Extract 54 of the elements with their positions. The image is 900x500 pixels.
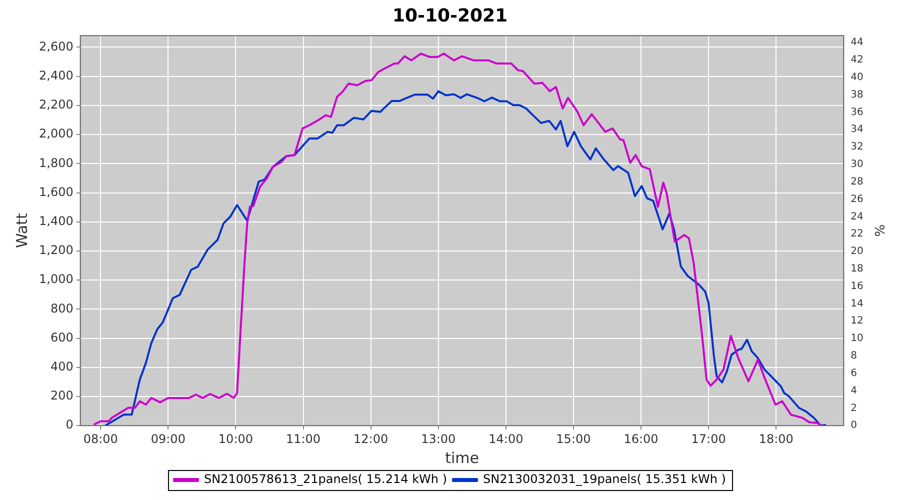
y-tick-label: 1,200 [38,243,74,258]
y2-tick-label: 14 [850,298,864,310]
y-tick-label: 1,000 [38,272,74,286]
y2-tick-label: 36 [850,106,864,118]
y-tick-label: 2,600 [38,39,74,54]
y-tick-label: 0 [66,418,74,432]
y2-tick-label: 0 [850,420,858,432]
y2-tick-label: 42 [850,54,864,66]
x-tick-label: 09:00 [150,432,186,446]
y2-tick-label: 20 [850,246,864,258]
y2-tick-label: 18 [850,263,864,274]
y2-tick-label: 32 [850,142,864,153]
y2-tick-label: 38 [850,89,864,100]
y2-tick-label: 12 [850,316,864,327]
x-tick-label: 18:00 [758,432,794,446]
x-tick-label: 08:00 [83,432,118,446]
y2-tick-label: 28 [850,176,864,188]
x-axis-title: time [445,448,479,467]
y2-tick-label: 22 [850,228,864,240]
x-tick-label: 10:00 [218,432,254,446]
y-tick-label: 1,600 [38,184,74,199]
y2-tick-label: 10 [850,333,864,344]
y-tick-label: 2,200 [38,98,74,112]
y2-tick-label: 24 [850,211,864,222]
chart-title: 10-10-2021 [392,5,508,26]
y-tick-label: 400 [50,360,74,374]
y2-tick-label: 34 [850,124,864,136]
legend-label: SN2100578613_21panels( 15.214 kWh ) [204,472,448,486]
y-tick-label: 1,400 [38,214,74,228]
y2-tick-label: 6 [850,368,858,379]
y-tick-label: 1,800 [38,156,74,170]
y-tick-label: 600 [50,330,74,344]
legend-label: SN2130032031_19panels( 15.351 kWh ) [483,472,726,486]
y2-tick-label: 2 [850,402,858,414]
y2-tick-label: 30 [850,159,864,170]
x-tick-label: 12:00 [354,432,388,446]
y-tick-label: 2,000 [38,126,74,141]
y2-tick-label: 8 [850,350,858,362]
y2-tick-label: 4 [850,385,858,396]
x-tick-label: 14:00 [488,432,524,446]
y2-tick-label: 44 [850,37,864,48]
x-tick-label: 13:00 [421,432,456,446]
x-tick-label: 15:00 [556,432,591,446]
x-tick-label: 16:00 [624,432,658,446]
x-tick-label: 17:00 [691,432,726,446]
y-tick-label: 200 [50,388,74,403]
y-tick-label: 2,400 [38,68,74,82]
y2-axis-title: % [870,224,886,237]
y2-tick-label: 26 [850,194,864,205]
y-tick-label: 800 [50,301,74,316]
y-axis-title: Watt [12,213,31,248]
y2-tick-label: 40 [850,72,864,83]
x-tick-label: 11:00 [286,432,321,446]
y2-tick-label: 16 [850,280,864,292]
